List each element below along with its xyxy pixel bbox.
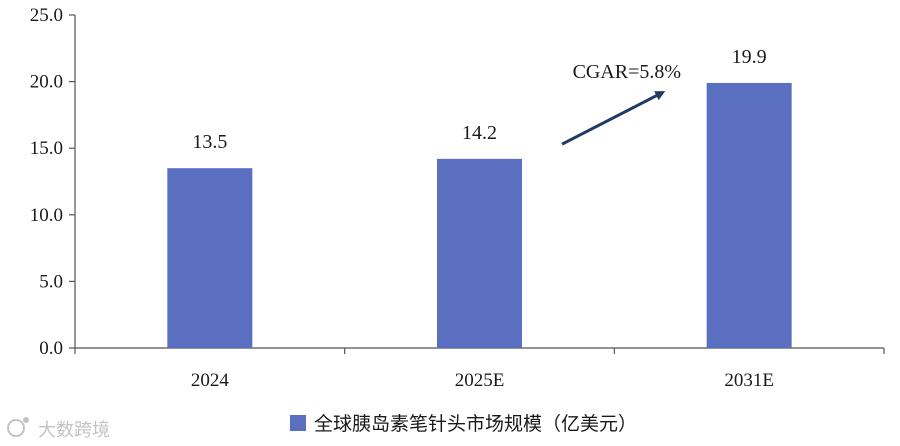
legend-swatch (290, 415, 306, 431)
legend: 全球胰岛素笔针头市场规模（亿美元） (290, 413, 637, 435)
cagr-arrow (561, 91, 666, 146)
y-tick-label: 10.0 (30, 205, 63, 226)
data-label: 14.2 (462, 122, 497, 144)
y-tick-label: 20.0 (30, 72, 63, 93)
watermark-text: 大数跨境 (38, 420, 110, 441)
bar (437, 158, 522, 348)
cagr-annotation: CGAR=5.8% (561, 61, 682, 146)
y-axis: 0.0 5.0 10.0 15.0 20.0 25.0 (30, 5, 76, 359)
y-tick-label: 25.0 (30, 5, 63, 26)
cagr-annotation-text: CGAR=5.8% (573, 61, 682, 83)
watermark-logo-dot-icon (23, 417, 29, 423)
data-label: 13.5 (192, 131, 227, 153)
watermark: 大数跨境 (7, 417, 110, 441)
data-label: 19.9 (732, 46, 767, 68)
bar (706, 82, 792, 348)
bars (167, 82, 792, 348)
data-labels: 13.5 14.2 19.9 (192, 46, 766, 153)
watermark-logo-icon (7, 419, 25, 437)
y-tick-label: 5.0 (39, 271, 63, 292)
legend-label: 全球胰岛素笔针头市场规模（亿美元） (314, 413, 637, 435)
y-tick-label: 0.0 (39, 338, 63, 359)
x-tick-label: 2031E (724, 370, 774, 391)
x-tick-label: 2025E (455, 370, 505, 391)
bar (167, 168, 253, 348)
x-axis: 2024 2025E 2031E (74, 347, 885, 391)
y-tick-label: 15.0 (30, 138, 63, 159)
x-tick-label: 2024 (191, 370, 230, 391)
